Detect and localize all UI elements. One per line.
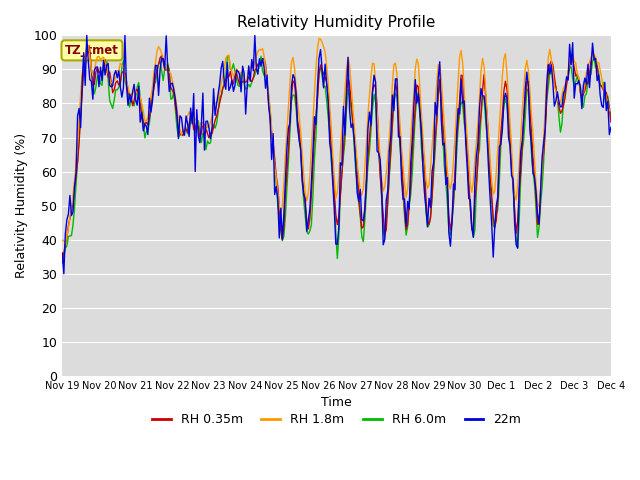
Y-axis label: Relativity Humidity (%): Relativity Humidity (%): [15, 133, 28, 278]
Legend: RH 0.35m, RH 1.8m, RH 6.0m, 22m: RH 0.35m, RH 1.8m, RH 6.0m, 22m: [147, 408, 526, 431]
X-axis label: Time: Time: [321, 396, 352, 409]
Text: TZ_tmet: TZ_tmet: [65, 44, 119, 57]
Title: Relativity Humidity Profile: Relativity Humidity Profile: [237, 15, 436, 30]
